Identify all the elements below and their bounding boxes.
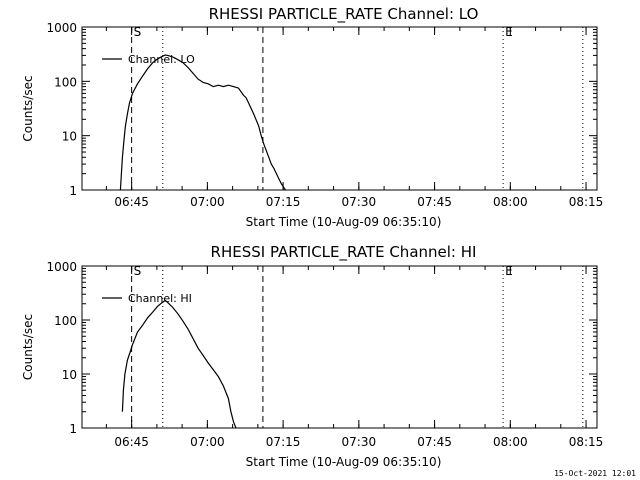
marker-label: S <box>134 264 142 278</box>
chart-title: RHESSI PARTICLE_RATE Channel: LO <box>209 5 479 24</box>
x-tick-label: 07:30 <box>342 195 377 209</box>
chart-panel-1: RHESSI PARTICLE_RATE Channel: LO 1 10 100 10… <box>21 5 603 229</box>
y-tick-label: 100 <box>54 314 77 328</box>
x-tick-label: 07:00 <box>190 195 225 209</box>
marker-label: E <box>505 264 513 278</box>
x-tick-label: 07:15 <box>266 195 301 209</box>
y-tick-label: 10 <box>62 130 77 144</box>
y-tick-label: 1000 <box>46 21 77 35</box>
legend-label: Channel: LO <box>128 53 195 66</box>
y-tick-label: 1 <box>69 422 77 436</box>
x-axis-label: Start Time (10-Aug-09 06:35:10) <box>246 455 442 469</box>
x-tick-label: 07:00 <box>190 435 225 449</box>
y-tick-label: 1000 <box>46 260 77 274</box>
x-tick-label: 06:45 <box>114 435 149 449</box>
generation-timestamp: 15-Oct-2021 12:01 <box>554 469 636 478</box>
x-tick-label: 07:30 <box>342 435 377 449</box>
marker-label: E <box>505 25 513 39</box>
x-tick-label: 08:00 <box>493 435 528 449</box>
plot-frame <box>81 26 598 191</box>
x-tick-label: 06:45 <box>114 195 149 209</box>
chart-title: RHESSI PARTICLE_RATE Channel: HI <box>211 243 477 262</box>
x-tick-label: 08:15 <box>569 195 604 209</box>
plot-frame <box>81 265 598 429</box>
x-axis-label: Start Time (10-Aug-09 06:35:10) <box>246 215 442 229</box>
series-line <box>119 54 286 191</box>
x-tick-label: 08:15 <box>569 435 604 449</box>
y-tick-label: 1 <box>69 184 77 198</box>
marker-label: S <box>134 25 142 39</box>
x-tick-label: 07:15 <box>266 435 301 449</box>
series-line <box>121 299 237 429</box>
x-tick-label: 07:45 <box>417 195 452 209</box>
y-tick-label: 100 <box>54 75 77 89</box>
chart-panel-2: RHESSI PARTICLE_RATE Channel: HI 1 10 100 10… <box>21 243 603 469</box>
y-tick-label: 10 <box>62 368 77 382</box>
y-axis-label: Counts/sec <box>21 314 35 380</box>
legend-label: Channel: HI <box>128 292 192 305</box>
y-axis-label: Counts/sec <box>21 75 35 141</box>
x-tick-label: 08:00 <box>493 195 528 209</box>
x-tick-label: 07:45 <box>417 435 452 449</box>
